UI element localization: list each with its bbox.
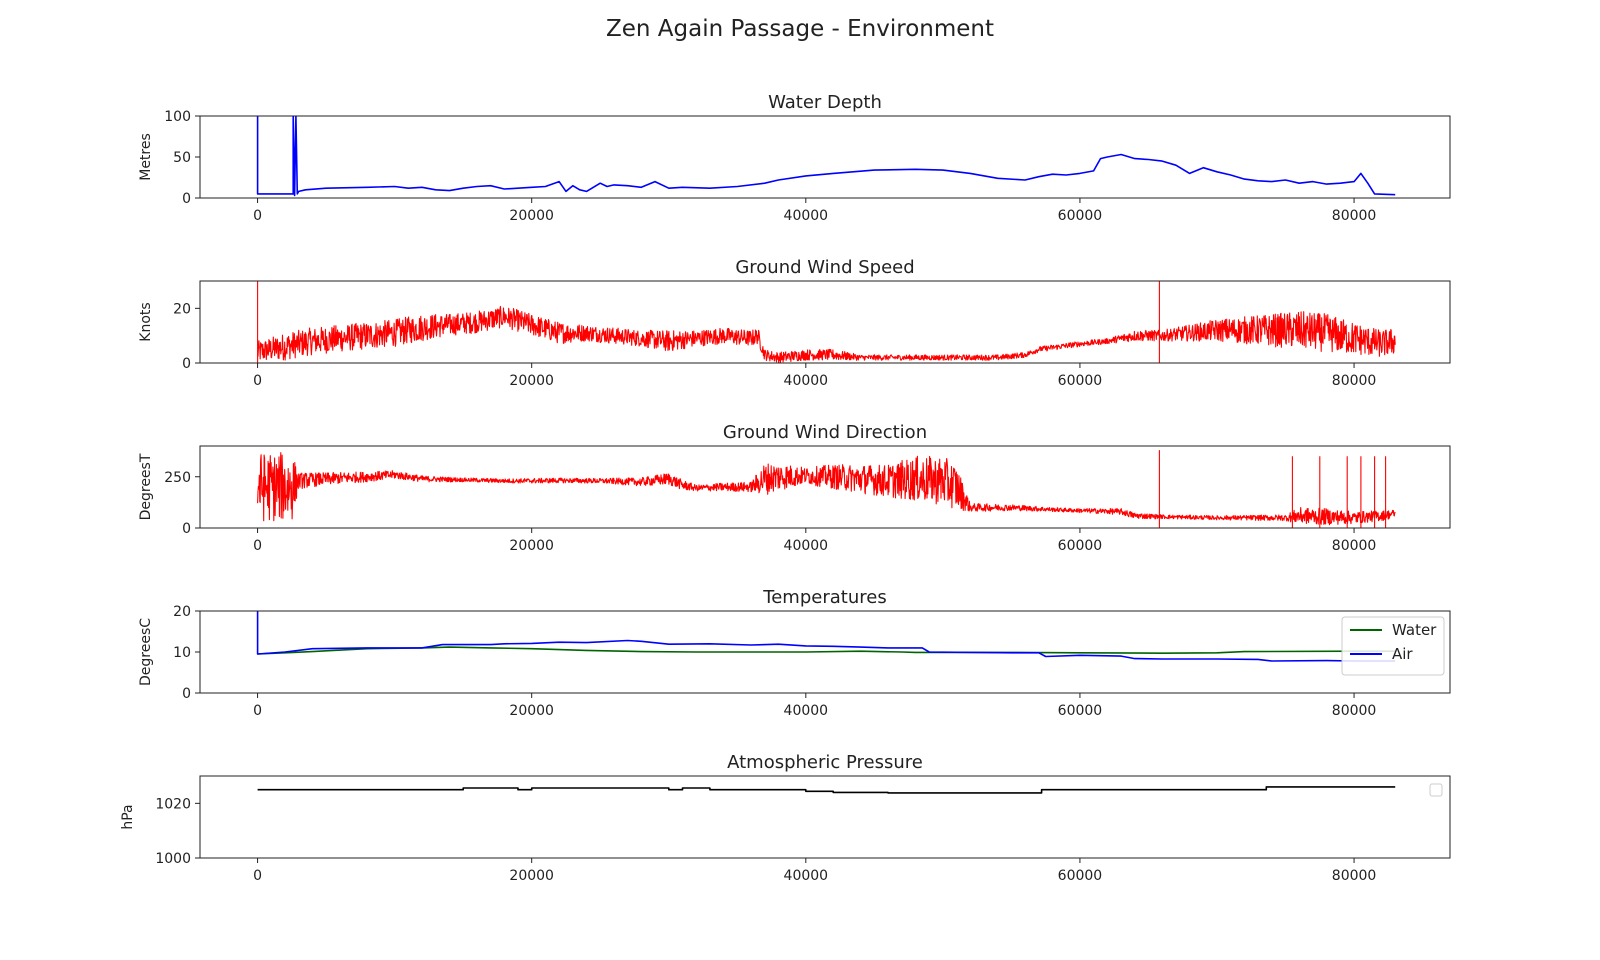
y-tick-label: 0 (182, 521, 191, 537)
axes-frame (199, 115, 1451, 199)
series-group (256, 116, 1396, 197)
x-tick-label: 60000 (1058, 538, 1103, 554)
x-tick-label: 80000 (1332, 868, 1377, 884)
subplot-title: Ground Wind Speed (735, 257, 914, 278)
x-tick-label: 0 (253, 373, 262, 389)
series-line-1 (257, 786, 1396, 794)
x-tick-label: 60000 (1058, 208, 1103, 224)
x-tick-label: 40000 (784, 703, 829, 719)
y-tick-label: 100 (164, 109, 191, 125)
x-tick-label: 20000 (509, 868, 554, 884)
x-tick-label: 60000 (1058, 373, 1103, 389)
axes-frame (199, 280, 1451, 364)
x-tick-label: 60000 (1058, 703, 1103, 719)
y-tick-label: 50 (173, 150, 191, 166)
subplot-4: 0 20000 40000 60000 80000 0 10 20 Temperatures De… (138, 587, 1451, 719)
y-tick-label: 0 (182, 686, 191, 702)
y-axis-label: Knots (138, 302, 154, 341)
x-tick-label: 60000 (1058, 868, 1103, 884)
y-tick-label: 10 (173, 645, 191, 661)
y-tick-label: 20 (173, 604, 191, 620)
axes-frame (199, 445, 1451, 529)
x-tick-label: 40000 (784, 538, 829, 554)
x-tick-label: 0 (253, 538, 262, 554)
y-tick-label: 1020 (155, 796, 191, 812)
series-group (257, 786, 1396, 794)
legend-empty-box (1429, 783, 1443, 797)
subplot-2: 0 20000 40000 60000 80000 0 20 Ground Wind Spee… (138, 257, 1451, 389)
y-axis-label: Metres (138, 133, 154, 181)
x-tick-label: 0 (253, 868, 262, 884)
y-tick-label: 20 (173, 301, 191, 317)
x-tick-label: 80000 (1332, 538, 1377, 554)
subplot-title: Water Depth (768, 92, 882, 113)
subplot-title: Ground Wind Direction (723, 422, 927, 443)
x-tick-label: 40000 (784, 208, 829, 224)
x-tick-label: 20000 (509, 703, 554, 719)
y-axis-label: hPa (120, 804, 136, 829)
series-line-1 (257, 281, 1396, 363)
axes-frame (199, 775, 1451, 859)
subplot-title: Temperatures (762, 587, 886, 608)
x-tick-label: 80000 (1332, 373, 1377, 389)
series-line-water (257, 646, 1396, 655)
series-group (256, 611, 1396, 662)
x-tick-label: 80000 (1332, 703, 1377, 719)
series-group (257, 450, 1396, 528)
series-line-air (256, 611, 1396, 662)
series-group (257, 281, 1396, 363)
y-tick-label: 1000 (155, 851, 191, 867)
subplot-title: Atmospheric Pressure (727, 752, 923, 773)
figure-title: Zen Again Passage - Environment (605, 16, 995, 42)
x-tick-label: 0 (253, 208, 262, 224)
y-axis-label: DegreesC (138, 618, 154, 686)
x-tick-label: 20000 (509, 373, 554, 389)
x-tick-label: 0 (253, 703, 262, 719)
y-tick-label: 250 (164, 470, 191, 486)
series-line-1 (256, 116, 1396, 197)
x-tick-label: 80000 (1332, 208, 1377, 224)
subplot-3: 0 20000 40000 60000 80000 0 250 Ground Wind Dir… (138, 422, 1451, 554)
series-line-1 (257, 450, 1396, 528)
subplot-5: 0 20000 40000 60000 80000 1000 1020 Atmospheric… (120, 752, 1451, 884)
x-tick-label: 40000 (784, 868, 829, 884)
y-tick-label: 0 (182, 191, 191, 207)
legend-label-air: Air (1392, 645, 1413, 663)
legend-box (1341, 616, 1445, 676)
y-tick-label: 0 (182, 356, 191, 372)
y-axis-label: DegreesT (138, 453, 154, 520)
subplot-1: 0 20000 40000 60000 80000 0 50 100 Water Depth Me… (138, 92, 1451, 224)
x-tick-label: 20000 (509, 208, 554, 224)
x-tick-label: 40000 (784, 373, 829, 389)
x-tick-label: 20000 (509, 538, 554, 554)
legend: Water Air (1341, 616, 1445, 676)
legend-label-water: Water (1392, 621, 1437, 639)
